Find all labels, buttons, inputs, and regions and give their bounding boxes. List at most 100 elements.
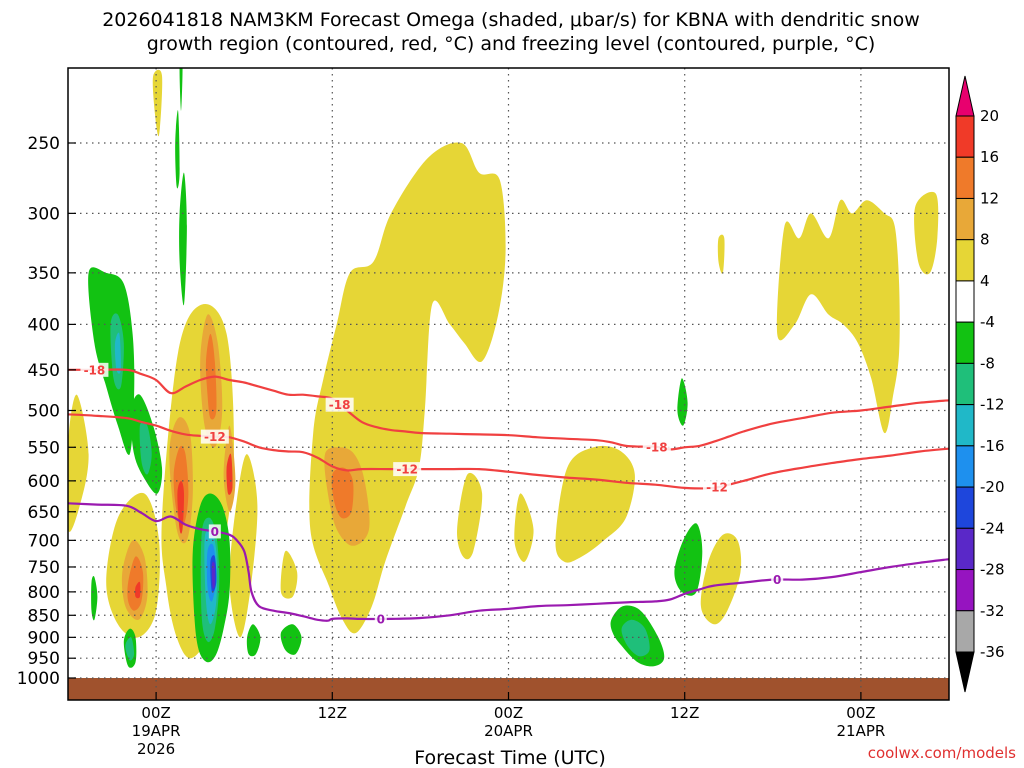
- y-tick-label-850: 850: [28, 606, 60, 626]
- x-tick-label-36: 12Z: [670, 704, 699, 722]
- omega-region--8to-4-32: [246, 624, 261, 657]
- omega-region--16to-12-44: [114, 332, 121, 374]
- ground-layer: [68, 678, 949, 700]
- colorbar-bin-5: [955, 321, 975, 364]
- chart-title-line-2: growth region (contoured, red, °C) and f…: [147, 33, 876, 55]
- y-tick-label-750: 750: [28, 558, 60, 578]
- y-tick-label-350: 350: [28, 264, 60, 284]
- omega-region--8to-4-34: [91, 576, 98, 621]
- contour-label-bg-0-1: [325, 397, 354, 412]
- omega-region-4to8-1: [152, 69, 163, 137]
- y-tick-label-900: 900: [28, 628, 60, 648]
- contour-label-bg-0-0: [80, 362, 109, 377]
- colorbar-tick-16: 16: [980, 148, 999, 166]
- credit-text: coolwx.com/models: [868, 744, 1016, 762]
- omega-region-4to8-9: [555, 445, 635, 563]
- contour-label-minus12-1: -12: [396, 463, 418, 477]
- colorbar-bin-2: [955, 197, 975, 241]
- x-tick-date-48: 21APR: [836, 722, 885, 740]
- omega-region-4to8-11: [776, 199, 900, 434]
- omega-region--8to-4-37: [674, 523, 703, 596]
- omega-region-4to8-8: [514, 493, 534, 562]
- x-tick-label-24: 00Z: [494, 704, 523, 722]
- contour-layer: -18 -18 -18 -12 -12 -12 0 0 0: [68, 362, 949, 626]
- colorbar-triangle-bottom: [955, 651, 975, 693]
- contour-line-minus18: [68, 368, 949, 451]
- contour-label-0-2: 0: [773, 573, 781, 587]
- omega-region-12to16-22: [331, 467, 354, 519]
- omega-region-4to8-13: [717, 234, 725, 274]
- contour-label-bg-0-2: [642, 439, 671, 454]
- y-tick-label-650: 650: [28, 503, 60, 523]
- omega-region-16to20-25: [226, 453, 233, 495]
- colorbar-tick-minus4: -4: [980, 313, 995, 331]
- omega-region--8to-4-30: [179, 68, 183, 111]
- contour-label-0-1: 0: [377, 612, 385, 626]
- chart-title-line-1: 2026041818 NAM3KM Forecast Omega (shaded…: [102, 9, 920, 31]
- omega-region-4to8-7: [457, 472, 483, 560]
- omega-region--8to-4-26: [88, 267, 135, 455]
- y-tick-label-300: 300: [28, 204, 60, 224]
- colorbar-bin-9: [955, 486, 975, 529]
- colorbar-bin-10: [955, 527, 975, 571]
- colorbar-bin-0: [955, 115, 975, 158]
- colorbar-tick-12: 12: [980, 189, 999, 207]
- colorbar-tick-minus20: -20: [980, 478, 1005, 496]
- x-tick-label-12: 12Z: [318, 704, 347, 722]
- x-axis-label: Forecast Time (UTC): [414, 747, 605, 768]
- contour-label-bg-2-2: [771, 572, 784, 587]
- omega-shading-layer: [68, 68, 939, 668]
- y-tick-label-1000: 1000: [17, 669, 60, 689]
- colorbar-tick-minus28: -28: [980, 561, 1005, 579]
- omega-region--12to-8-43: [621, 619, 650, 657]
- omega-region--8to-4-35: [280, 624, 302, 655]
- contour-label-bg-1-1: [393, 462, 422, 477]
- colorbar-tick-8: 8: [980, 231, 990, 249]
- omega-region-4to8-0: [68, 394, 89, 532]
- colorbar-tick-4: 4: [980, 272, 990, 290]
- contour-label-bg-1-0: [200, 429, 229, 444]
- colorbar-tick-minus36: -36: [980, 643, 1005, 661]
- contour-label-minus18-0: -18: [84, 363, 106, 377]
- x-tick-label-48: 00Z: [846, 704, 875, 722]
- y-tick-label-550: 550: [28, 438, 60, 458]
- y-tick-label-250: 250: [28, 134, 60, 154]
- omega-region--12to-8-40: [139, 421, 152, 475]
- omega-region--12to-8-42: [125, 637, 135, 661]
- y-tick-label-400: 400: [28, 315, 60, 335]
- omega-region--28to-24-48: [211, 561, 216, 589]
- ground-surface: [68, 678, 949, 700]
- colorbar-bin-7: [955, 404, 975, 447]
- colorbar-bin-1: [955, 156, 975, 199]
- colorbar: 20 16 12 8 4 -4 -8 -12 -16 -20 -24 -28 -32 -36: [955, 75, 1005, 693]
- omega-region-16to20-24: [134, 581, 141, 599]
- colorbar-bin-8: [955, 445, 975, 488]
- contour-label-bg-1-2: [703, 480, 732, 495]
- x-tick-year-0: 2026: [137, 740, 175, 758]
- colorbar-bin-12: [955, 610, 975, 653]
- contour-label-0-0: 0: [211, 525, 219, 539]
- colorbar-tick-minus32: -32: [980, 602, 1005, 620]
- x-tick-label-0: 00Z: [141, 704, 170, 722]
- contour-label-minus18-2: -18: [646, 440, 668, 454]
- omega-region--8to-4-29: [175, 110, 180, 189]
- y-tick-label-950: 950: [28, 649, 60, 669]
- colorbar-triangle-top: [955, 75, 975, 117]
- y-tick-label-600: 600: [28, 472, 60, 492]
- colorbar-bin-11: [955, 569, 975, 612]
- colorbar-tick-minus12: -12: [980, 396, 1005, 414]
- contour-label-bg-2-1: [374, 611, 387, 626]
- y-tick-label-450: 450: [28, 361, 60, 381]
- contour-line-minus12: [68, 413, 949, 490]
- omega-region-4to8-5: [280, 550, 298, 599]
- colorbar-tick-minus8: -8: [980, 354, 995, 372]
- x-tick-date-24: 20APR: [484, 722, 533, 740]
- omega-region--8to-4-38: [677, 378, 688, 426]
- y-tick-label-500: 500: [28, 402, 60, 422]
- y-axis: 2503003504004505005506006507007508008509…: [17, 134, 76, 689]
- colorbar-tick-minus24: -24: [980, 519, 1005, 537]
- omega-region-4to8-12: [914, 191, 939, 275]
